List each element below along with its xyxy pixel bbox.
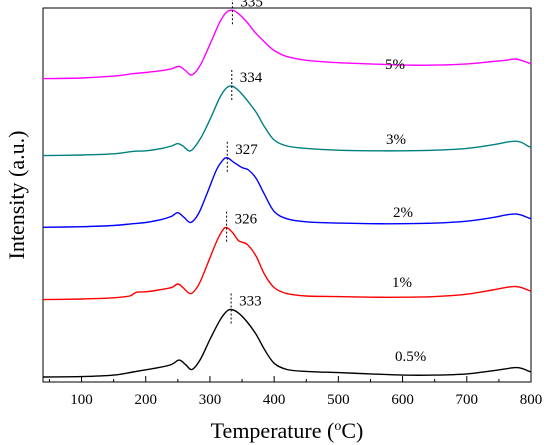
series-label-1: 1%	[392, 275, 412, 291]
series-label-4: 5%	[385, 57, 405, 73]
plot-frame	[42, 7, 532, 383]
series-line-0	[42, 308, 532, 378]
series-line-2	[42, 157, 532, 228]
x-tick-label: 400	[263, 392, 286, 408]
x-tick-label: 500	[327, 392, 350, 408]
series-label-3: 3%	[386, 132, 406, 148]
x-axis-title-superscript: o	[334, 419, 341, 434]
series-label-2: 2%	[393, 205, 413, 221]
peak-label-4: 335	[240, 0, 263, 10]
peak-label-3: 334	[240, 70, 263, 86]
peak-label-1: 326	[235, 212, 258, 228]
series-line-4	[42, 9, 532, 80]
y-axis-title: Intensity (a.u.)	[4, 131, 29, 260]
peak-label-0: 333	[239, 294, 262, 310]
peak-label-2: 327	[235, 142, 258, 158]
x-axis-ticks: 100 200 300 400 500 600 700 800	[48, 376, 543, 408]
peak-markers	[226, 0, 233, 326]
x-tick-label: 100	[70, 392, 93, 408]
x-tick-label: 800	[520, 392, 543, 408]
series-label-0: 0.5%	[395, 349, 426, 365]
x-tick-label: 200	[134, 392, 157, 408]
x-tick-label: 700	[456, 392, 479, 408]
series-layer	[42, 9, 532, 378]
x-tick-label: 600	[391, 392, 414, 408]
x-tick-label: 300	[199, 392, 222, 408]
x-axis-title-unit: C)	[341, 418, 363, 443]
series-line-3	[42, 85, 532, 157]
series-line-1	[42, 226, 532, 301]
x-axis-title: Temperature (oC)	[211, 418, 364, 443]
annotations: 333 0.5% 326 1% 327 2% 334 3% 335 5%	[235, 0, 427, 365]
